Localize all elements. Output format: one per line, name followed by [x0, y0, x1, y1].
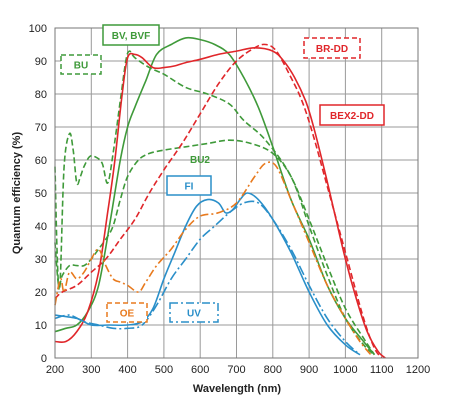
y-tick-label: 60	[35, 155, 47, 167]
y-tick-label: 90	[35, 56, 47, 68]
series-bu2-line	[54, 139, 376, 356]
annotations: BV, BVF BU BR-DD BEX2-DD BU2 FI OE UV	[60, 24, 385, 323]
y-tick-label: 10	[35, 320, 47, 332]
series-oe-line	[54, 161, 372, 356]
y-tick-label: 80	[35, 89, 47, 101]
label-oe: OE	[120, 309, 135, 320]
series-lines	[54, 36, 386, 359]
series-bu-line	[54, 50, 375, 356]
label-fi-box	[166, 175, 212, 196]
x-axis-title: Wavelength (nm)	[193, 383, 282, 395]
y-axis-title: Quantum efficiency (%)	[11, 132, 23, 255]
label-bex2-dd: BEX2-DD	[330, 111, 374, 122]
y-tick-label: 40	[35, 221, 47, 233]
series-fi-line	[54, 192, 361, 356]
x-tick-label: 500	[155, 364, 173, 376]
y-tick-label: 50	[35, 188, 47, 200]
y-tick-label: 20	[35, 287, 47, 299]
x-axis: 200 300 400 500 600 700 800 900 1000 1100 1200	[46, 364, 430, 376]
x-tick-label: 600	[191, 364, 209, 376]
x-tick-label: 400	[118, 364, 136, 376]
label-bu-box	[60, 54, 102, 75]
x-tick-label: 700	[227, 364, 245, 376]
label-bv-bvf-box	[102, 24, 160, 46]
label-bu: BU	[74, 61, 88, 72]
label-bv-bvf: BV, BVF	[112, 31, 151, 42]
series-bv-bvf-line	[54, 36, 376, 356]
label-bex2-dd-box	[319, 104, 385, 126]
label-bu2: BU2	[190, 155, 210, 166]
x-tick-label: 1100	[370, 364, 394, 376]
label-oe-box	[106, 302, 148, 323]
label-br-dd: BR-DD	[316, 44, 348, 55]
label-uv: UV	[187, 309, 201, 320]
y-tick-label: 70	[35, 122, 47, 134]
x-tick-label: 200	[46, 364, 64, 376]
label-br-dd-box	[303, 37, 361, 59]
x-tick-label: 1200	[406, 364, 430, 376]
x-tick-label: 1000	[333, 364, 357, 376]
y-axis: 0 10 20 30 40 50 60 70 80 90 100	[29, 23, 47, 365]
x-tick-label: 800	[264, 364, 282, 376]
series-bex2-dd-line	[54, 47, 386, 359]
y-tick-label: 100	[29, 23, 47, 35]
series-br-dd-line	[54, 43, 383, 359]
y-tick-label: 0	[41, 353, 47, 365]
plot-frame	[54, 27, 419, 359]
label-uv-box	[169, 302, 219, 323]
y-tick-label: 30	[35, 254, 47, 266]
label-fi: FI	[185, 182, 194, 193]
x-tick-label: 300	[82, 364, 100, 376]
series-uv-line	[54, 200, 361, 356]
x-tick-label: 900	[300, 364, 318, 376]
